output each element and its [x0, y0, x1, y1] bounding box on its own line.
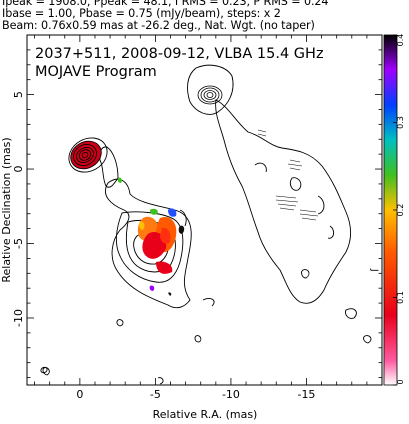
- halo-fragment-4: [327, 225, 335, 239]
- pol-patch-red-2: [160, 227, 171, 244]
- y-tick-label: 5: [12, 91, 25, 98]
- colorbar-tick-label: 0.1: [396, 291, 405, 304]
- pol-patch-red-3: [156, 261, 173, 274]
- halo-fragment-12: [202, 297, 215, 307]
- diffuse-hatching: [257, 129, 319, 221]
- pol-patch-black: [178, 225, 185, 234]
- y-tick-label: 0: [12, 166, 25, 173]
- x-axis-label: Relative R.A. (mas): [153, 408, 258, 421]
- plot-frame: [26, 34, 383, 386]
- chart-subtitle: MOJAVE Program: [35, 64, 157, 80]
- ne-component-contour-3: [203, 90, 217, 100]
- core-region: [68, 137, 108, 173]
- pol-patch-green-2: [117, 177, 122, 183]
- ne-lobe-contour: [187, 64, 234, 115]
- beam-ellipse: [40, 366, 48, 374]
- jet-edge-contour: [179, 209, 187, 227]
- polarization-patches: [117, 177, 185, 296]
- halo-fragment-1: [254, 162, 267, 173]
- x-tick-label: -5: [150, 388, 161, 401]
- halo-fragment-7: [363, 335, 372, 344]
- hatch-4: [257, 129, 267, 137]
- halo-fragment-9: [194, 335, 202, 343]
- halo-fragment-8: [42, 367, 50, 376]
- jet-contour-2: [115, 211, 184, 283]
- ne-component-contour-1: [197, 85, 223, 105]
- core-contour-2: [73, 144, 97, 166]
- header-peak-rms-line: Ipeak = 1908.0, Ppeak = 48.1, I RMS = 0.…: [2, 0, 329, 8]
- colorbar-tick-label: 0: [396, 379, 405, 384]
- pol-patch-purple: [149, 285, 155, 291]
- core-contour-3: [76, 147, 94, 163]
- halo-fragment-2: [289, 177, 302, 191]
- jet-contour-outer: [104, 178, 192, 309]
- core-polarization-red: [70, 140, 102, 170]
- halo-fragment-3: [317, 195, 325, 215]
- x-tick-label: 0: [76, 388, 83, 401]
- x-tick-label: -15: [297, 388, 315, 401]
- halo-fragment-10: [116, 319, 124, 327]
- colorbar-tick-label: 0.2: [396, 204, 405, 217]
- map-image: [40, 64, 372, 385]
- y-tick-label: -5: [12, 238, 25, 249]
- y-axis-label: Relative Declination (mas): [0, 137, 13, 282]
- pol-patch-red-1: [142, 231, 167, 259]
- colorbar-ticks: 0 0.1 0.2 0.3 0.4: [393, 34, 405, 386]
- core-contour-1: [68, 137, 108, 173]
- ne-component: [197, 85, 223, 105]
- x-tick-label: -10: [222, 388, 240, 401]
- pol-patch-black-2: [168, 292, 172, 296]
- core-contour-5: [81, 151, 89, 159]
- ne-component-contour-4: [206, 92, 214, 98]
- chart-title: 2037+511, 2008-09-12, VLBA 15.4 GHz: [35, 46, 324, 62]
- header-base-steps-line: Ibase = 1.00, Pbase = 0.75 (mJy/beam), s…: [2, 7, 281, 20]
- colorbar-tick-label: 0.4: [396, 34, 405, 47]
- pol-patch-green: [150, 208, 158, 215]
- ne-component-contour-2: [200, 87, 220, 103]
- hatch-3: [299, 209, 319, 221]
- halo-fragment-11: [157, 377, 164, 385]
- colorbar-mark: J: [369, 268, 379, 272]
- halo-fragment-5: [301, 269, 310, 279]
- pol-patch-yellow: [139, 221, 145, 230]
- halo-fragment-6: [345, 308, 357, 319]
- y-tick-label: -10: [12, 309, 25, 327]
- hatch-1: [287, 159, 303, 171]
- colorbar-tick-label: 0.3: [396, 116, 405, 129]
- axes: 0 -5 -10 -15 5 0 -5 -10: [12, 34, 383, 401]
- extended-halo-contour: [215, 99, 351, 304]
- hatch-2: [275, 195, 299, 211]
- core-contour-4: [78, 149, 92, 161]
- header-beam-line: Beam: 0.76x0.59 mas at -26.2 deg., Nat. …: [2, 19, 315, 32]
- pol-patch-blue: [168, 208, 177, 217]
